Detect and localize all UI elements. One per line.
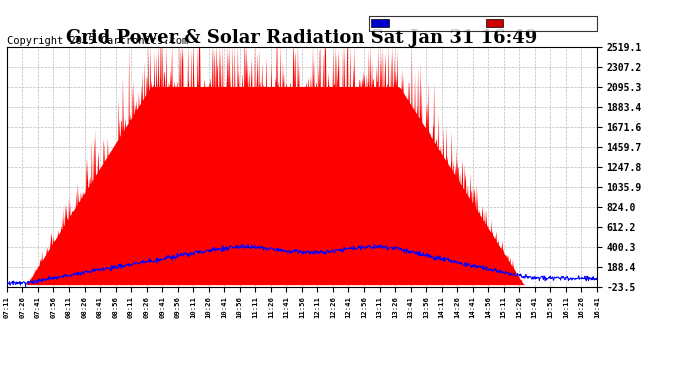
Legend: Radiation (w/m2), Grid (AC Watts): Radiation (w/m2), Grid (AC Watts) <box>369 16 597 31</box>
Text: Copyright 2015 Cartronics.com: Copyright 2015 Cartronics.com <box>7 36 188 46</box>
Title: Grid Power & Solar Radiation Sat Jan 31 16:49: Grid Power & Solar Radiation Sat Jan 31 … <box>66 29 538 47</box>
